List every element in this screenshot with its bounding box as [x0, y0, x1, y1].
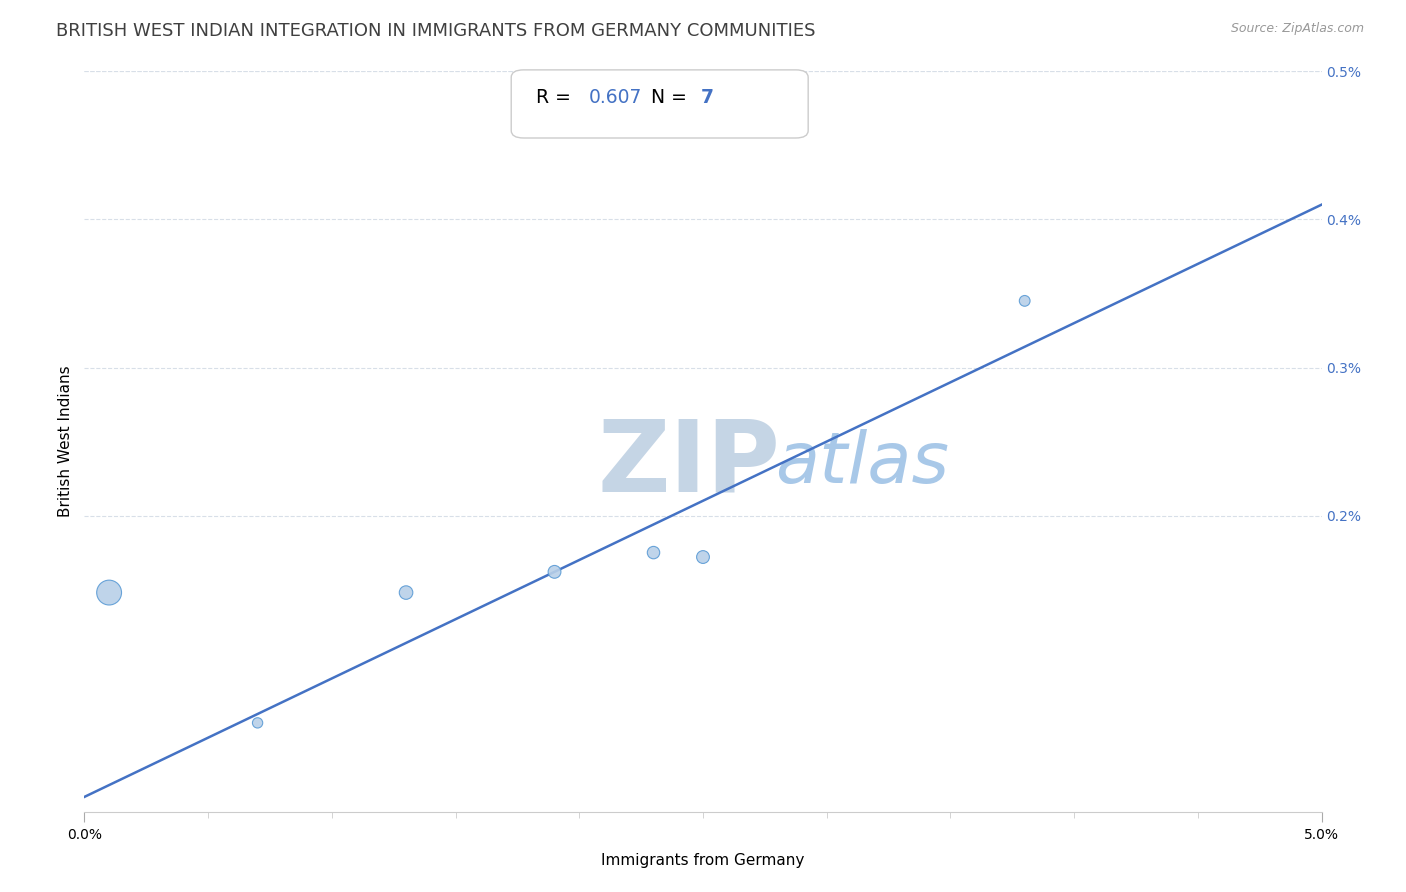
Y-axis label: British West Indians: British West Indians — [58, 366, 73, 517]
Point — [643, 545, 665, 560]
Point — [395, 585, 418, 599]
Point — [1014, 293, 1036, 308]
Point — [543, 565, 565, 579]
Text: ZIP: ZIP — [598, 416, 780, 512]
Text: 0.607: 0.607 — [589, 87, 643, 107]
Text: R =: R = — [536, 87, 576, 107]
Point — [246, 715, 269, 730]
Point — [98, 585, 121, 599]
Text: 7: 7 — [700, 87, 713, 107]
FancyBboxPatch shape — [512, 70, 808, 138]
Point — [692, 549, 714, 564]
Text: N =: N = — [651, 87, 693, 107]
Text: BRITISH WEST INDIAN INTEGRATION IN IMMIGRANTS FROM GERMANY COMMUNITIES: BRITISH WEST INDIAN INTEGRATION IN IMMIG… — [56, 22, 815, 40]
Text: atlas: atlas — [775, 429, 949, 499]
Text: Source: ZipAtlas.com: Source: ZipAtlas.com — [1230, 22, 1364, 36]
X-axis label: Immigrants from Germany: Immigrants from Germany — [602, 854, 804, 869]
